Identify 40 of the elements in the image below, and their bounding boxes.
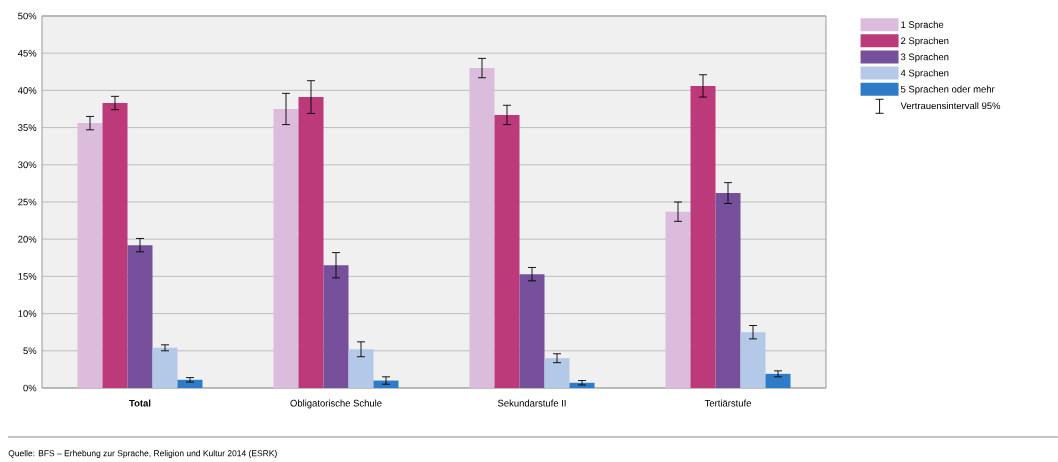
y-tick-label: 30% — [18, 161, 37, 169]
bar — [715, 193, 741, 388]
y-tick-label: 10% — [18, 310, 37, 317]
y-tick-label: 0% — [23, 384, 37, 392]
legend-label: 5 Sprachen oder mehr — [900, 85, 995, 95]
x-tick-label: Sekundarstufe II — [497, 399, 566, 407]
legend-label: 2 Sprachen — [901, 37, 949, 46]
bar — [323, 265, 349, 388]
bar — [494, 114, 520, 388]
source-note: Quelle: BFS – Erhebung zur Sprache, Religion und Kultur 2014 (ESRK) — [8, 450, 277, 458]
legend-label: 4 Sprachen — [900, 69, 949, 79]
y-tick-label: 40% — [17, 87, 37, 94]
bar — [273, 108, 299, 388]
y-tick-label: 5% — [23, 347, 37, 355]
y-tick-label: 15% — [18, 273, 37, 280]
bar — [740, 332, 766, 388]
bar — [690, 85, 716, 388]
y-tick-label: 50% — [18, 12, 37, 20]
bar — [544, 358, 570, 388]
bar — [102, 103, 128, 388]
y-tick-label: 45% — [17, 49, 37, 57]
legend-label: 3 Sprachen — [900, 53, 949, 63]
y-tick-label: 25% — [18, 198, 37, 206]
y-tick-label: 35% — [18, 124, 37, 131]
bar — [765, 373, 791, 388]
legend-label: 1 Sprache — [901, 21, 944, 30]
bar — [298, 97, 324, 388]
bar — [519, 274, 545, 388]
x-tick-label: Obligatorische Schule — [290, 399, 382, 409]
x-tick-label: Total — [129, 399, 151, 407]
x-tick-label: Tertiärstufe — [704, 399, 751, 407]
y-tick-label: 20% — [18, 235, 37, 243]
bar — [348, 349, 374, 388]
bar — [373, 380, 399, 388]
bar — [665, 211, 691, 388]
bar — [127, 245, 153, 388]
bar — [152, 347, 178, 388]
bar — [77, 123, 103, 388]
text: Vertrauensintervall 95% — [900, 102, 1001, 110]
bar — [469, 68, 495, 388]
